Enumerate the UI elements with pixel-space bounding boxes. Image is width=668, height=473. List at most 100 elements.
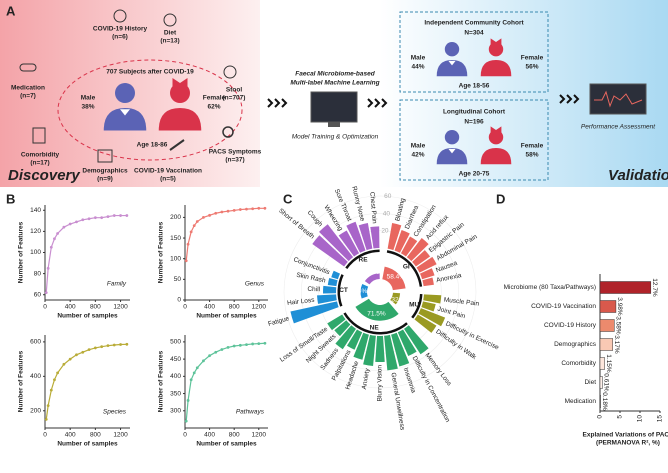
cohort-box [399,99,549,181]
female-pct: 62% [207,104,220,111]
donut-segment [360,284,369,299]
bar [358,223,373,251]
point [75,220,78,224]
assessment: Performance Assessment [581,124,656,131]
point [100,216,104,220]
person-body [480,148,512,165]
bar [335,325,357,350]
category-label: COVID-19 History [544,322,597,329]
point [81,350,85,354]
bar [599,338,613,351]
bar [419,268,435,280]
point [75,353,78,357]
male-label: Male [81,95,96,102]
y-tick-label: 200 [170,214,181,221]
icon [163,13,177,27]
point [186,399,190,402]
category-label: Medication [565,398,597,405]
point [189,230,193,234]
point [106,344,110,348]
age: Age 20-75 [459,171,490,178]
x-tick-label: 400 [204,432,215,439]
point [220,210,224,214]
x-tick-label: 800 [90,432,101,439]
male-pct: 38% [81,104,94,111]
arrow [367,98,374,108]
value-label: 12.7% [651,278,658,297]
x-tick-label: 800 [229,304,240,311]
point [49,245,53,249]
donut-segment [382,266,406,291]
bar [317,294,337,304]
person-head [170,83,190,103]
y-tick-label: 150 [170,235,181,242]
point [93,216,97,220]
point [257,342,261,346]
bar [599,376,603,389]
factor: Diet [164,30,177,37]
x-tick-label: 800 [229,432,240,439]
group-arc [345,249,380,269]
x-tick-label: 400 [65,304,76,311]
point [87,217,91,221]
bar [322,285,337,294]
x-tick-label: 1200 [113,432,128,439]
bar [353,332,369,360]
category-label: Hair Loss [287,297,316,307]
person-head [115,83,135,103]
group-arc [386,250,423,287]
series-line [185,342,265,422]
panel-label: C [283,191,293,206]
x-tick-label: 0 [183,304,187,311]
panel-label: A [6,3,16,18]
point [46,404,50,408]
bar [290,301,339,324]
y-tick-label: 100 [170,255,181,262]
series-line [45,214,127,293]
age: Age 18-56 [459,83,490,90]
point [119,343,122,346]
point [195,220,199,223]
chart-title: Pathways [236,409,265,416]
bar [331,270,341,280]
age: Age 18-86 [137,142,168,149]
r-tick-label: 20 [381,228,389,235]
panel-label: B [6,191,15,206]
point [119,214,122,217]
bar [346,329,363,350]
icon [223,65,237,79]
category-label: Headache [344,360,360,391]
donut-segment [364,273,380,285]
chart-title: Species [103,409,127,416]
person-bow [490,126,502,134]
group-label: GI [403,263,410,270]
point [62,225,66,229]
female-label: Female [521,55,544,62]
category-label: Muscle Pain [443,296,479,307]
factor-n: (n=17) [30,160,49,167]
person-head [444,42,460,57]
factor-n: (n=7) [20,93,36,100]
point [202,359,205,363]
point [263,206,267,210]
factor: Stool [226,87,242,94]
point [44,291,48,295]
person-body [103,108,147,131]
value-label: 3.17% [613,335,620,354]
bar [414,314,437,333]
y-tick-label: 60 [34,291,42,298]
bar [391,332,410,367]
bar [400,236,418,257]
x-axis-label: (PERMANOVA R², %) [596,440,660,447]
category-label: Insomnia [402,367,417,395]
point [208,354,211,358]
category-label: Diet [584,379,596,386]
x-tick-label: 1200 [252,432,267,439]
factors: COVID-19 History (n=6) Diet (n=13) Medic… [11,9,262,183]
icon [32,127,46,144]
point [202,215,205,219]
category-label: Bloating [394,197,407,222]
value-label: 1.15% [605,354,612,373]
point [232,344,236,348]
